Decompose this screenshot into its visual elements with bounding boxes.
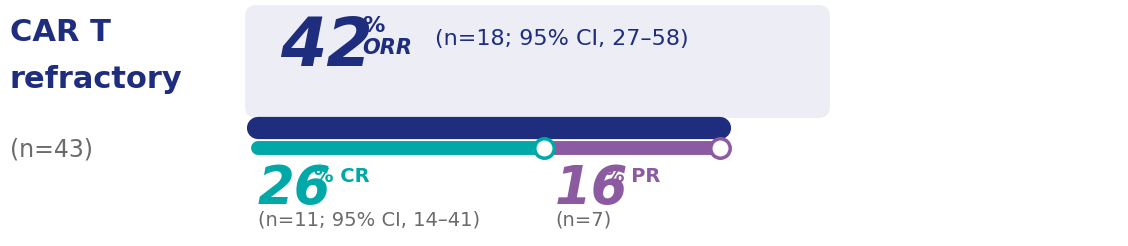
Text: (n=18; 95% CI, 27–58): (n=18; 95% CI, 27–58)	[435, 29, 688, 49]
FancyBboxPatch shape	[245, 5, 830, 118]
Text: %: %	[362, 16, 385, 36]
Text: 16: 16	[555, 163, 628, 215]
Text: (n=11; 95% CI, 14–41): (n=11; 95% CI, 14–41)	[258, 210, 481, 229]
Text: 26: 26	[258, 163, 332, 215]
Text: ORR: ORR	[362, 38, 412, 58]
Text: % CR: % CR	[314, 167, 370, 186]
Text: 42: 42	[280, 14, 372, 80]
Text: CAR T: CAR T	[10, 18, 111, 47]
Text: (n=7): (n=7)	[555, 210, 611, 229]
Text: % PR: % PR	[605, 167, 660, 186]
Text: (n=43): (n=43)	[10, 138, 92, 162]
Text: refractory: refractory	[10, 65, 183, 94]
